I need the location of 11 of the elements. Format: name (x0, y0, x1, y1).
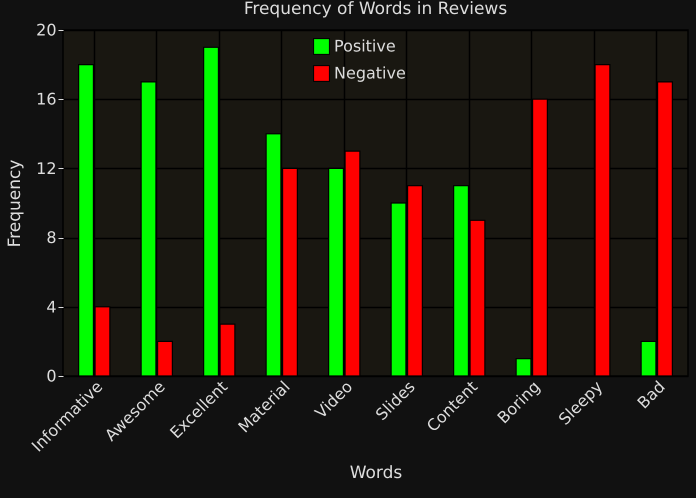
x-axis-title: Words (350, 462, 402, 483)
y-tick-label: 4 (46, 297, 56, 316)
legend-label: Negative (334, 64, 406, 82)
y-tick-label: 8 (46, 228, 56, 248)
y-tick-label: 16 (36, 90, 56, 109)
chart-title: Frequency of Words in Reviews (244, 0, 508, 19)
y-tick-label: 20 (36, 20, 56, 40)
y-tick-label: 0 (46, 366, 56, 386)
legend-label: Positive (334, 36, 396, 56)
y-tick-label: 12 (36, 158, 56, 178)
y-axis-title: Frequency (5, 160, 26, 248)
